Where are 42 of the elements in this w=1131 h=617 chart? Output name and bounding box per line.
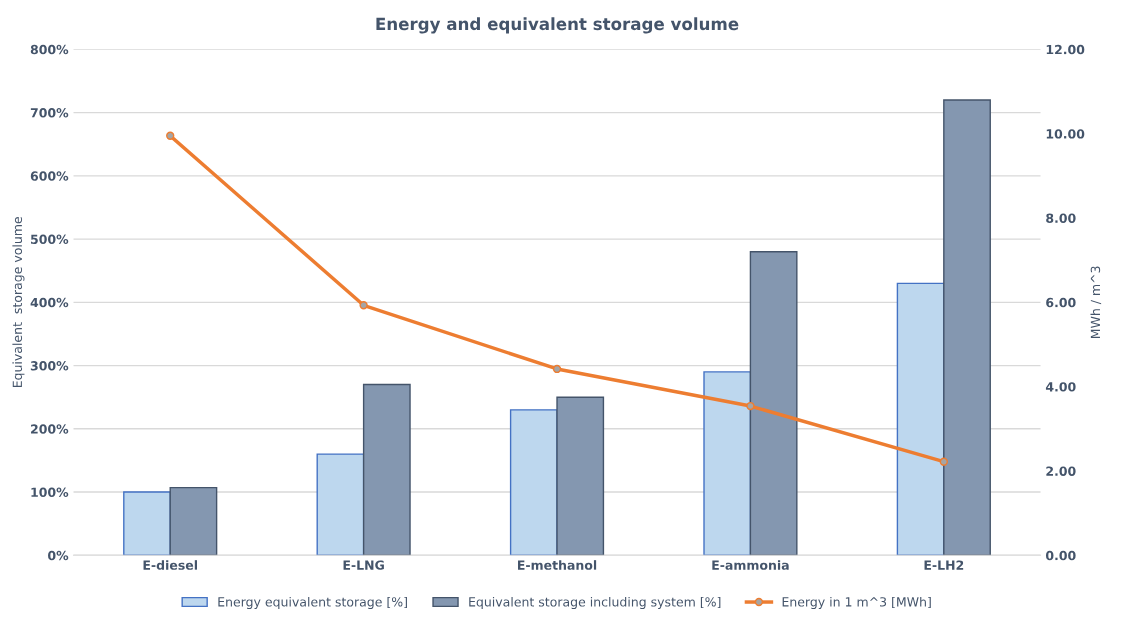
y-tick-label: 100% xyxy=(31,487,69,497)
bar xyxy=(703,371,752,556)
y-tick-label: 200% xyxy=(31,424,69,434)
point xyxy=(939,457,948,466)
point xyxy=(746,401,755,411)
y-tick-label: 600% xyxy=(30,171,69,181)
y-tick-label: 800% xyxy=(30,44,69,55)
bar xyxy=(123,491,171,556)
y2-axis-title: MWh / m^3 xyxy=(1090,266,1102,339)
y2-tick-label: 2.00 xyxy=(1046,466,1076,476)
point xyxy=(552,364,562,374)
bar xyxy=(943,99,991,556)
legend-label: Energy in 1 m^3 [MWh] xyxy=(782,596,931,609)
bar xyxy=(749,251,798,556)
x-tick-label: E-diesel xyxy=(143,560,197,570)
legend-label: Equivalent storage including system [%] xyxy=(469,596,721,609)
y-axis-title: Equivalent storage volume xyxy=(12,217,25,388)
bar xyxy=(362,383,411,556)
bar xyxy=(169,486,218,556)
bar xyxy=(556,396,605,556)
legend-label: Energy equivalent storage [%] xyxy=(218,596,407,609)
y2-tick-label: 0.00 xyxy=(1045,550,1076,561)
y-tick-label: 700% xyxy=(30,108,69,118)
y2-tick-label: 8.00 xyxy=(1046,213,1076,223)
x-tick-label: E-methanol xyxy=(518,560,597,570)
point xyxy=(166,131,175,140)
bar xyxy=(316,453,365,556)
x-tick-label: E-ammonia xyxy=(712,560,789,570)
bar xyxy=(896,282,945,556)
y2-tick-label: 4.00 xyxy=(1045,382,1076,392)
chart-title: Energy and equivalent storage volume xyxy=(376,17,739,34)
point xyxy=(359,301,368,310)
y-tick-label: 300% xyxy=(30,361,69,371)
y-tick-label: 500% xyxy=(31,234,69,245)
y2-tick-label: 6.00 xyxy=(1046,297,1076,308)
y-tick-label: 400% xyxy=(30,297,69,308)
x-tick-label: E-LNG xyxy=(343,560,384,570)
bar xyxy=(509,409,558,556)
y2-tick-label: 10.00 xyxy=(1046,129,1085,139)
y-tick-label: 0% xyxy=(48,550,69,561)
y2-tick-label: 12.00 xyxy=(1046,44,1085,55)
x-tick-label: E-LH2 xyxy=(924,560,964,570)
